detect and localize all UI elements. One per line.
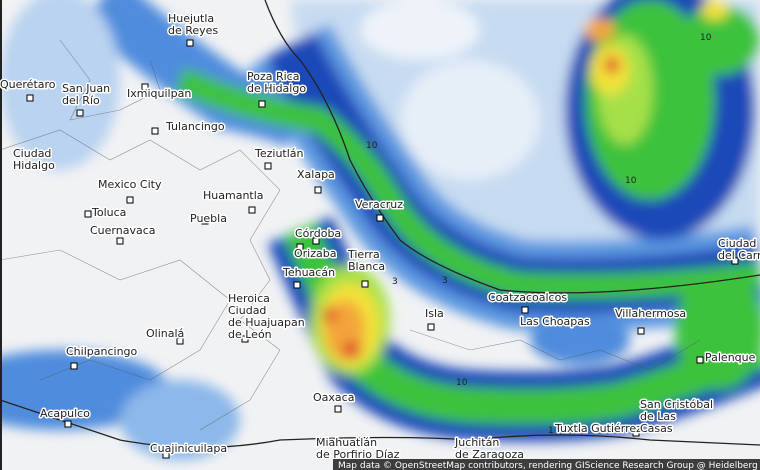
place-label: de Huajuapan: [228, 316, 305, 329]
place-label: Huejutla: [168, 12, 214, 25]
place-marker: [162, 451, 170, 459]
place-label: Tuxtla Gutiérrez: [554, 422, 642, 435]
place-label: Acapulco: [40, 407, 90, 420]
place-label: Córdoba: [295, 227, 341, 240]
place-label: de León: [228, 328, 272, 341]
place-label: Coatzacoalcos: [488, 291, 567, 304]
place-label: Mexico City: [98, 178, 162, 191]
place-label: Tierra: [347, 248, 380, 261]
place-label: Teziutlán: [254, 147, 304, 160]
place-label: Palenque: [705, 351, 756, 364]
place-marker: [696, 356, 704, 364]
place-label: Poza Rica: [247, 70, 299, 83]
place-label: Veracruz: [355, 198, 403, 211]
place-marker: [116, 237, 124, 245]
contour-label: 10: [456, 378, 468, 388]
road: [264, 0, 760, 294]
contour-label: 10: [625, 176, 637, 186]
place-label: Hidalgo: [13, 159, 55, 172]
contour-label: 10: [366, 141, 378, 151]
place-label: Ciudad: [228, 304, 266, 317]
place-label: Blanca: [348, 260, 385, 273]
place-marker: [312, 237, 320, 245]
place-label: Las Choapas: [520, 315, 590, 328]
place-label: Villahermosa: [615, 307, 686, 320]
attribution: Map data © OpenStreetMap contributors, r…: [338, 461, 760, 470]
place-marker: [427, 323, 435, 331]
place-label: Juchitán: [454, 436, 499, 449]
place-label: Isla: [425, 307, 444, 320]
place-label: Toluca: [91, 206, 126, 219]
place-marker: [141, 83, 149, 91]
place-marker: [64, 420, 72, 428]
place-marker: [186, 39, 194, 47]
place-marker: [241, 335, 249, 343]
contour-label: 1: [548, 426, 554, 436]
place-label: Chilpancingo: [66, 345, 138, 358]
place-marker: [151, 127, 159, 135]
place-label: Miahuatlán: [316, 436, 377, 449]
place-marker: [637, 327, 645, 335]
place-marker: [176, 337, 184, 345]
place-label: Xalapa: [297, 168, 335, 181]
place-label: Querétaro: [0, 78, 56, 91]
place-marker: [26, 94, 34, 102]
place-marker: [248, 206, 256, 214]
place-label: de Zaragoza: [455, 448, 524, 461]
place-label: del Río: [62, 94, 100, 107]
place-label: Ixmiquilpan: [127, 87, 191, 100]
place-marker: [361, 280, 369, 288]
place-label: Casas: [640, 422, 673, 435]
attribution-bg: [333, 459, 760, 470]
place-label: Tehuacán: [282, 266, 335, 279]
place-label: Cuernavaca: [90, 224, 156, 237]
place-label: Ciudad: [13, 147, 51, 160]
place-label: Orizaba: [294, 247, 336, 260]
place-label: Tulancingo: [165, 120, 225, 133]
contour-label: 3: [442, 276, 448, 286]
road: [0, 399, 760, 449]
place-label: Ciudad: [718, 237, 756, 250]
place-marker: [126, 196, 134, 204]
place-marker: [314, 186, 322, 194]
place-marker: [376, 214, 384, 222]
place-marker: [334, 405, 342, 413]
place-label: Cuajinicuilapa: [150, 442, 227, 455]
place-marker: [84, 210, 92, 218]
place-marker: [76, 109, 84, 117]
place-label: del Carmen: [718, 249, 760, 262]
place-marker: [264, 162, 272, 170]
place-label: de Porfirio Díaz: [316, 448, 400, 461]
contour-label: 10: [700, 33, 712, 43]
place-marker: [258, 100, 266, 108]
boundaries: [0, 39, 701, 431]
place-label: San Juan: [62, 82, 110, 95]
place-label: Olinalá: [146, 327, 184, 340]
place-label: de Reyes: [168, 24, 218, 37]
place-marker: [296, 243, 304, 251]
place-label: Oaxaca: [313, 391, 354, 404]
place-marker: [70, 362, 78, 370]
place-label: Puebla: [190, 212, 227, 225]
place-marker: [201, 217, 209, 225]
place-label: Huamantla: [203, 189, 264, 202]
place-label: San Cristóbal: [640, 398, 713, 411]
place-marker: [293, 281, 301, 289]
contour-label: 3: [392, 277, 398, 287]
place-label: de Las: [640, 410, 676, 423]
frame: [0, 0, 2, 470]
place-marker: [632, 429, 640, 437]
place-marker: [521, 306, 529, 314]
place-label: Heroica: [228, 292, 270, 305]
place-label: de Hidalgo: [247, 82, 306, 95]
place-marker: [731, 257, 739, 265]
